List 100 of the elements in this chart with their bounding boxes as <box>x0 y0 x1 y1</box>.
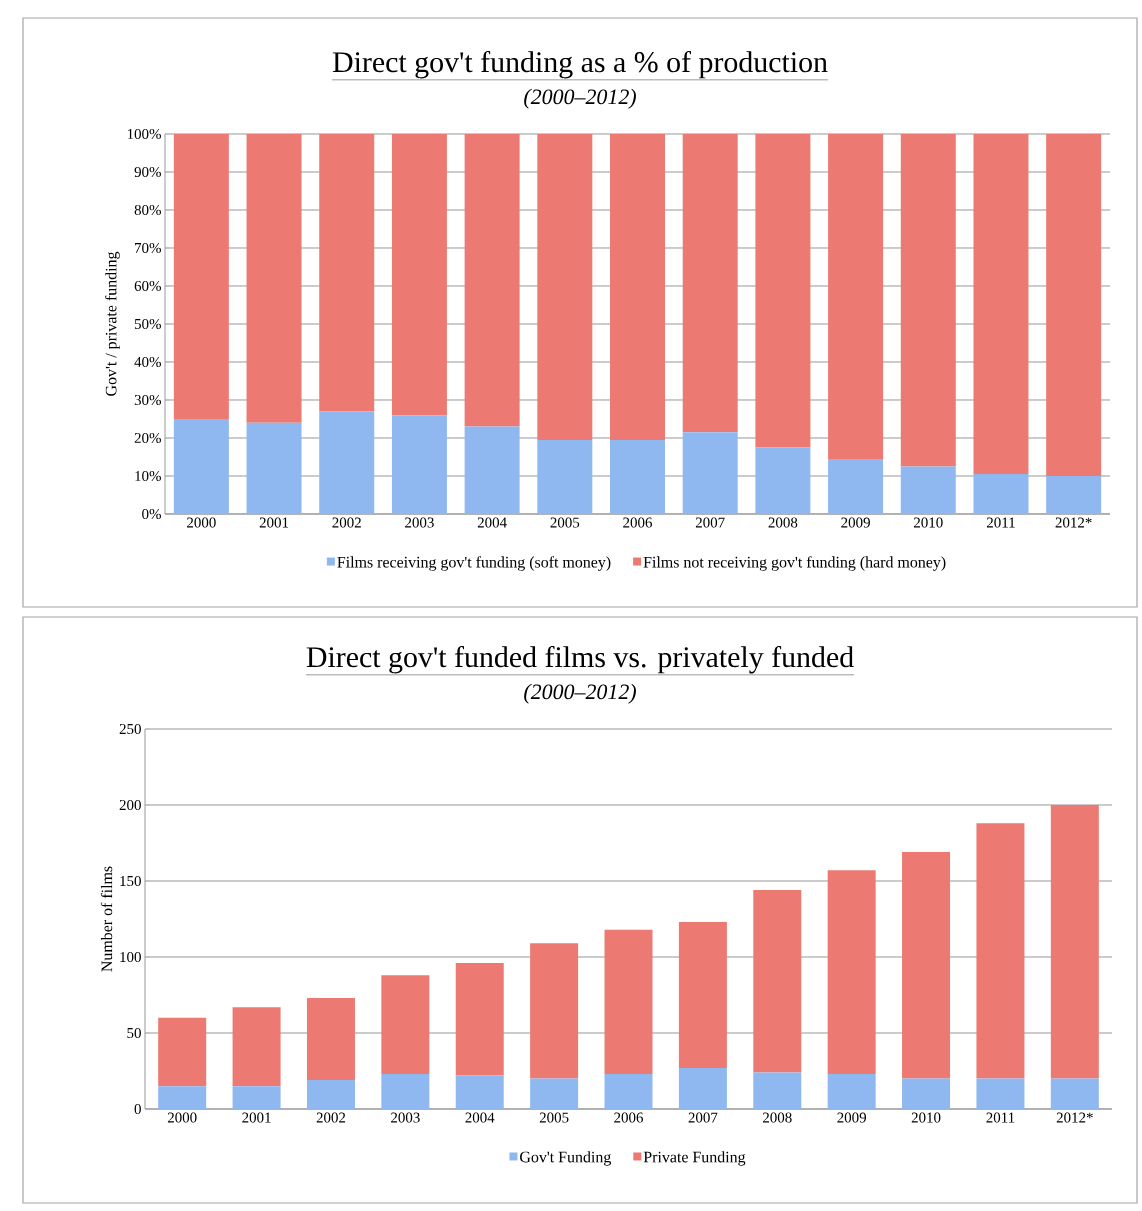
bar <box>537 439 593 514</box>
y-tick-label: 200 <box>119 799 141 811</box>
bar <box>604 929 653 1075</box>
x-tick-label: 2002 <box>332 517 361 528</box>
legend-label: Gov't Funding <box>520 1151 612 1166</box>
legend-label: Films not receiving gov't funding (hard money) <box>643 556 946 571</box>
x-tick-label: 2000 <box>167 1112 197 1123</box>
x-tick-label: 2002 <box>316 1112 346 1123</box>
x-tick-label: 2008 <box>768 517 798 528</box>
x-tick-label: 2003 <box>405 517 434 528</box>
y-axis-title: Number of films <box>100 866 113 972</box>
x-tick-label: 2009 <box>837 1112 866 1123</box>
bar <box>1050 805 1099 1079</box>
bar <box>604 1074 653 1109</box>
bar <box>391 133 447 416</box>
bar <box>753 890 802 1073</box>
x-tick-label: 2007 <box>695 517 725 528</box>
bar <box>682 432 738 514</box>
x-tick-label: 2011 <box>986 517 1015 528</box>
bar <box>319 411 375 514</box>
bar <box>173 133 229 419</box>
bar <box>158 1086 207 1109</box>
bar <box>753 1072 802 1109</box>
bar <box>391 415 447 514</box>
legend-label: Films receiving gov't funding (soft money) <box>337 556 611 571</box>
bar <box>610 133 666 440</box>
y-tick-label: 30% <box>134 394 161 406</box>
bar <box>755 447 811 514</box>
bar <box>755 133 811 448</box>
bar <box>530 943 579 1079</box>
bar <box>1046 475 1102 514</box>
x-tick-label: 2012* <box>1056 1112 1093 1123</box>
y-tick-label: 50 <box>127 1027 141 1039</box>
y-tick-label: 0% <box>142 508 161 520</box>
bar <box>827 870 876 1075</box>
chart-title: Direct gov't funded films vs. privately funded <box>306 645 854 674</box>
bar <box>464 426 520 514</box>
chart-title: Direct gov't funding as a % of production <box>332 50 828 79</box>
y-tick-label: 250 <box>119 723 141 735</box>
bar <box>455 963 504 1076</box>
bar <box>1046 133 1102 476</box>
y-tick-label: 40% <box>134 356 161 368</box>
bar <box>537 133 593 440</box>
bar <box>610 439 666 514</box>
x-tick-label: 2010 <box>911 1112 941 1123</box>
bar <box>973 474 1029 514</box>
bar <box>827 1074 876 1109</box>
bar <box>158 1017 207 1087</box>
bar <box>902 852 951 1079</box>
bar <box>246 133 302 423</box>
bar <box>464 133 520 427</box>
x-tick-label: 2005 <box>550 517 580 528</box>
y-tick-label: 20% <box>134 432 161 444</box>
x-tick-label: 2005 <box>539 1112 569 1123</box>
x-tick-label: 2001 <box>259 517 289 528</box>
bar <box>976 823 1025 1079</box>
y-tick-label: 80% <box>134 204 161 216</box>
x-tick-label: 2004 <box>477 517 507 528</box>
y-tick-label: 50% <box>134 318 161 330</box>
y-tick-label: 70% <box>135 242 161 254</box>
bar <box>900 133 956 467</box>
bar <box>828 458 884 514</box>
x-tick-label: 2004 <box>465 1112 495 1123</box>
x-tick-label: 2003 <box>391 1112 420 1123</box>
bar <box>455 1075 504 1109</box>
x-tick-label: 2006 <box>623 517 653 528</box>
x-tick-label: 2009 <box>841 517 870 528</box>
chart-subtitle: (2000–2012) <box>524 683 636 704</box>
bar <box>900 466 956 514</box>
bar <box>682 133 738 433</box>
bar <box>828 133 884 459</box>
bar <box>173 418 229 514</box>
bar <box>973 133 1029 475</box>
x-tick-label: 2006 <box>614 1112 644 1123</box>
x-tick-label: 2010 <box>913 517 943 528</box>
bar <box>306 998 355 1081</box>
y-tick-label: 100 <box>120 951 141 963</box>
bar <box>306 1080 355 1109</box>
x-tick-label: 2001 <box>242 1112 271 1123</box>
chart-subtitle: (2000–2012) <box>524 88 636 109</box>
bar <box>381 975 430 1075</box>
bar <box>246 422 302 514</box>
x-tick-label: 2007 <box>688 1112 718 1123</box>
bar <box>976 1078 1025 1109</box>
bar <box>530 1078 579 1109</box>
y-tick-label: 0 <box>134 1103 141 1115</box>
bar <box>232 1007 281 1087</box>
y-tick-label: 60% <box>134 280 161 292</box>
y-tick-label: 150 <box>120 875 141 887</box>
bar <box>232 1086 281 1109</box>
x-tick-label: 2008 <box>762 1112 792 1123</box>
y-tick-label: 90% <box>134 166 161 178</box>
bar <box>678 922 727 1068</box>
x-tick-label: 2012* <box>1055 517 1092 528</box>
bar <box>1050 1078 1099 1109</box>
x-tick-label: 2000 <box>187 517 216 528</box>
y-axis-title: Gov't / private funding <box>105 251 120 396</box>
legend-label: Private Funding <box>643 1151 746 1166</box>
y-tick-label: 10% <box>135 470 161 482</box>
x-tick-label: 2011 <box>986 1112 1015 1123</box>
